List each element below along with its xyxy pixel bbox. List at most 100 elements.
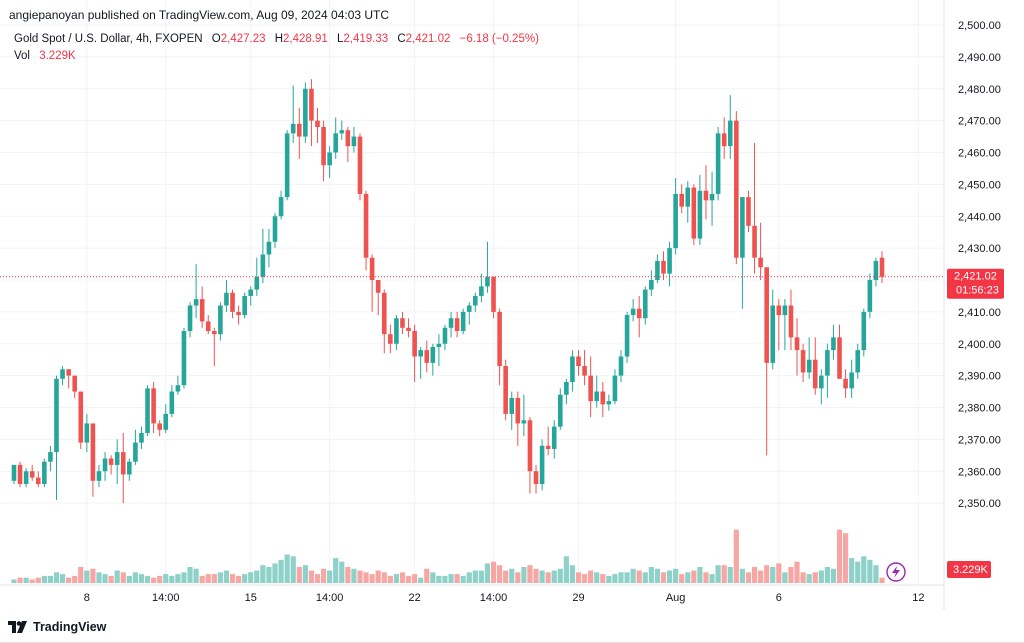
candle (333, 117, 339, 159)
candle-body (394, 318, 399, 344)
candle (23, 468, 29, 488)
price-tick-label: 2,380.00 (958, 403, 1001, 415)
volume-bar (211, 574, 217, 583)
candle (406, 318, 411, 338)
candle (278, 190, 284, 220)
candle (758, 222, 763, 280)
volume-bar (363, 572, 369, 583)
volume-bar (284, 554, 290, 583)
candle-body (466, 305, 472, 312)
candle-body (60, 369, 65, 379)
candle (151, 382, 156, 433)
candle (442, 324, 448, 351)
open-value: 2,427.23 (220, 33, 266, 45)
volume-bar (157, 575, 163, 583)
candle-body (594, 391, 600, 402)
volume-bar (539, 570, 545, 583)
volume-bar (339, 561, 345, 583)
volume-bar (764, 565, 770, 583)
candle-body (35, 477, 41, 484)
lightning-icon[interactable] (886, 562, 906, 582)
candle-body (114, 452, 120, 465)
candle (96, 464, 102, 488)
candle-body (96, 471, 102, 481)
last-price-tag: 2,421.02 01:56:23 (947, 268, 1004, 299)
candle-body (551, 426, 557, 449)
candle (145, 385, 150, 437)
candle-body (746, 197, 751, 226)
volume-bar (35, 577, 41, 583)
volume-bar (108, 575, 114, 583)
volume-bar (879, 577, 885, 583)
price-tick-label: 2,410.00 (958, 307, 1001, 319)
candle (630, 299, 636, 322)
volume-bar (418, 577, 424, 583)
candle (296, 107, 302, 159)
candle-body (11, 464, 17, 481)
candle-body (327, 152, 332, 166)
volume-bar (527, 565, 533, 583)
volume-bar (836, 529, 843, 583)
symbol-legend[interactable]: Gold Spot / U.S. Dollar, 4h, FXOPEN O2,4… (14, 33, 539, 45)
volume-bar (551, 570, 557, 583)
candle (466, 302, 472, 325)
volume-legend[interactable]: Vol 3.229K (14, 50, 76, 62)
candle-body (527, 420, 533, 472)
price-tick-label: 2,360.00 (958, 466, 1001, 478)
candle-body (867, 280, 873, 312)
volume-bar (260, 565, 266, 583)
volume-bar (278, 559, 284, 583)
candle (193, 264, 199, 319)
candle (709, 171, 715, 226)
candle (272, 213, 278, 249)
time-tick-label: 6 (776, 592, 782, 604)
candle-body (612, 375, 618, 402)
volume-bar (53, 572, 60, 583)
candle-body (879, 257, 885, 277)
candle-body (661, 260, 666, 274)
price-tick-label: 2,370.00 (958, 434, 1001, 446)
candle (691, 184, 697, 245)
candle (794, 318, 800, 376)
candle-body (133, 442, 138, 462)
candle-body (187, 305, 193, 331)
volume-bar (205, 574, 211, 583)
volume-bar (47, 575, 54, 583)
candle (685, 181, 691, 223)
volume-bar (709, 574, 715, 583)
candle-body (388, 334, 393, 344)
tradingview-logo[interactable]: TradingView (8, 620, 106, 634)
volume-bar (679, 574, 685, 583)
volume-bar (199, 575, 205, 583)
volume-bar (126, 575, 132, 583)
candle-body (697, 190, 703, 239)
candle-body (266, 241, 272, 255)
candle (806, 337, 812, 379)
candle-body (770, 305, 776, 363)
volume-bar (861, 556, 867, 583)
volume-bar (72, 575, 78, 583)
candle (788, 289, 794, 351)
candle-body (849, 372, 854, 389)
candle-body (145, 388, 150, 433)
candle (539, 439, 545, 491)
volume-bar (618, 572, 624, 583)
candle (576, 350, 581, 376)
candle-body (205, 321, 211, 331)
candle (740, 197, 745, 309)
time-tick-label: 22 (408, 592, 420, 604)
candle-body (400, 318, 405, 328)
candle (212, 327, 217, 367)
candle (60, 366, 65, 386)
volume-bar (114, 570, 120, 583)
volume-bar (66, 577, 72, 583)
candle-body (72, 375, 77, 392)
candle (199, 286, 205, 328)
candle (764, 267, 769, 456)
candle (114, 439, 120, 484)
volume-bar (296, 566, 302, 583)
candle-body (218, 305, 223, 335)
candle (667, 241, 672, 287)
volume-bar (59, 574, 66, 583)
